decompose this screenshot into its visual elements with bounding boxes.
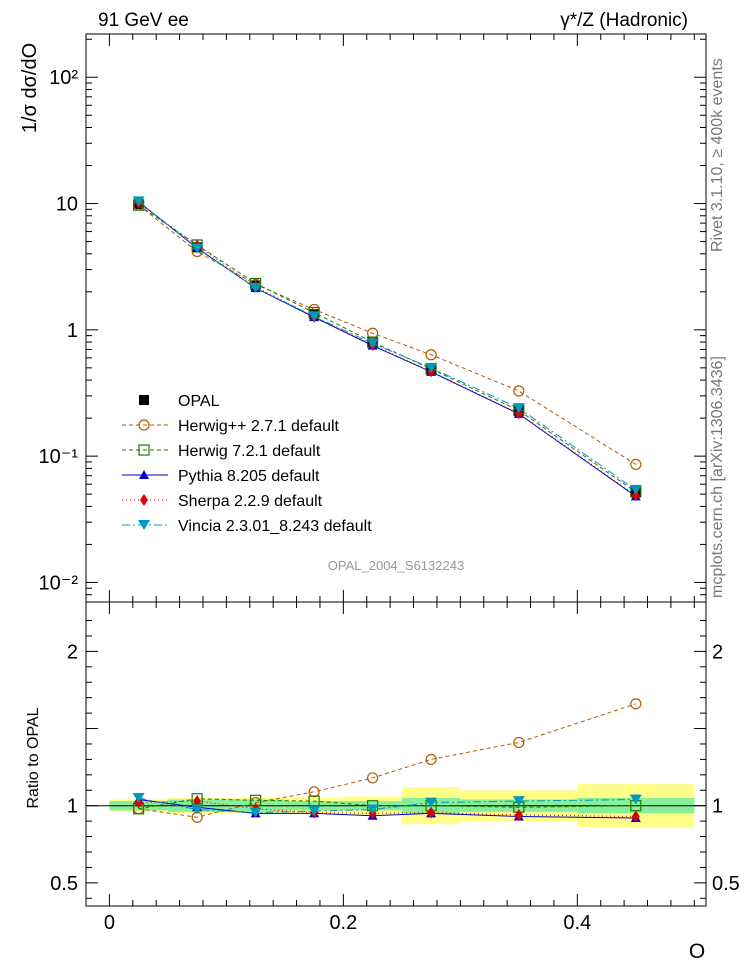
data-point-vincia-2-3-01-8-243-default [308,311,321,322]
legend-marker-herwig-7-2-1-default [138,444,150,456]
data-point-vincia-2-3-01-8-243-default [366,338,379,349]
ratio-line-herwig-2-7-1-default [138,703,636,818]
data-point-vincia-2-3-01-8-243-default [191,243,204,254]
legend-marker-herwig-2-7-1-default [138,419,150,431]
header-energy-label: 91 GeV ee [98,10,189,31]
legend-marker-opal [139,395,149,405]
ratio-point-vincia-2-3-01-8-243-default [425,797,438,808]
upper-y-axis-label: 1/σ dσ/dO [19,43,41,133]
legend-marker-pythia-8-205-default [139,470,149,479]
ratio-point-herwig-7-2-1-default [308,795,320,807]
data-point-herwig-2-7-1-default [513,385,525,397]
mcplots-url-label: mcplots.cern.ch [arXiv:1306.3436] [709,356,726,598]
data-point-sherpa-2-2-9-default [514,407,523,420]
ratio-point-sherpa-2-2-9-default [631,810,640,823]
legend-marker-sherpa-2-2-9-default [140,494,148,506]
rivet-version-label: Rivet 3.1.10, ≥ 400k events [709,58,726,252]
legend-label-sherpa-2-2-9-default: Sherpa 2.2.9 default [178,493,323,510]
x-tick-label: 0.4 [563,912,591,934]
upper-y-tick-label: 10⁻² [39,572,79,594]
data-point-herwig-2-7-1-default [425,349,437,361]
legend-label-pythia-8-205-default: Pythia 8.205 default [178,468,320,485]
series-line-sherpa-2-2-9-default [138,202,637,496]
x-tick-label: 0.2 [329,912,357,934]
legend-label-opal: OPAL [178,393,220,410]
ratio-line-sherpa-2-2-9-default [138,800,636,817]
data-point-vincia-2-3-01-8-243-default [512,403,525,414]
data-point-sherpa-2-2-9-default [631,489,640,502]
data-point-herwig-2-7-1-default [630,458,642,471]
series-line-herwig-2-7-1-default [138,204,637,465]
ratio-point-sherpa-2-2-9-default [193,795,202,808]
legend-label-herwig-7-2-1-default: Herwig 7.2.1 default [178,443,321,460]
ratio-point-vincia-2-3-01-8-243-default [308,806,321,817]
ratio-point-vincia-2-3-01-8-243-default [132,792,145,803]
upper-y-tick-label: 10² [49,67,78,89]
upper-plot-frame [85,33,707,603]
legend-label-herwig-2-7-1-default: Herwig++ 2.7.1 default [178,418,340,435]
x-tick-label: 0 [104,912,115,934]
series-line-herwig-7-2-1-default [138,204,637,493]
header-process-label: γ*/Z (Hadronic) [560,10,688,31]
ratio-point-vincia-2-3-01-8-243-default [191,804,204,815]
x-axis-label: O [689,940,705,963]
lower-y-tick-label-right: 0.5 [712,873,740,895]
ratio-point-vincia-2-3-01-8-243-default [249,807,262,818]
ratio-point-herwig-2-7-1-default [308,786,320,798]
legend-label-vincia-2-3-01-8-243-default: Vincia 2.3.01_8.243 default [178,518,372,535]
ratio-line-vincia-2-3-01-8-243-default [138,797,636,814]
data-point-vincia-2-3-01-8-243-default [629,484,642,495]
upper-y-tick-label: 1 [67,320,78,342]
lower-y-tick-label-left: 2 [67,641,78,663]
legend-marker-vincia-2-3-01-8-243-default [138,520,150,530]
ratio-point-herwig-2-7-1-default [425,753,437,766]
lower-y-tick-label-right: 2 [712,641,723,663]
data-point-vincia-2-3-01-8-243-default [249,282,262,293]
ratio-line-pythia-8-205-default [138,799,636,819]
series-line-vincia-2-3-01-8-243-default [138,201,637,491]
ratio-point-vincia-2-3-01-8-243-default [629,794,642,805]
ratio-point-sherpa-2-2-9-default [514,808,523,821]
lower-y-tick-label-left: 1 [67,796,78,818]
upper-y-tick-label: 10 [56,194,78,216]
data-point-herwig-2-7-1-default [367,327,379,339]
lower-plot-frame [85,601,707,907]
ratio-point-sherpa-2-2-9-default [427,806,436,819]
ratio-point-herwig-2-7-1-default [630,698,642,710]
ratio-point-vincia-2-3-01-8-243-default [366,804,379,815]
data-point-vincia-2-3-01-8-243-default [132,196,145,207]
analysis-id-label: OPAL_2004_S6132243 [328,558,464,573]
ratio-point-herwig-2-7-1-default [513,736,525,749]
ratio-line-herwig-7-2-1-default [138,798,636,810]
lower-y-tick-label-right: 1 [712,796,723,818]
ratio-point-herwig-2-7-1-default [367,772,379,784]
ratio-point-vincia-2-3-01-8-243-default [512,796,525,807]
data-point-vincia-2-3-01-8-243-default [425,362,438,373]
lower-y-axis-label: Ratio to OPAL [25,707,42,808]
lower-y-tick-label-left: 0.5 [50,873,78,895]
chart-layer: 10⁻² 10⁻¹ 1 10 10² 0.5 0.5 1 1 2 2 0 0.2 0.4 OPAL Herwi… [39,33,740,934]
upper-y-tick-label: 10⁻¹ [39,446,79,468]
